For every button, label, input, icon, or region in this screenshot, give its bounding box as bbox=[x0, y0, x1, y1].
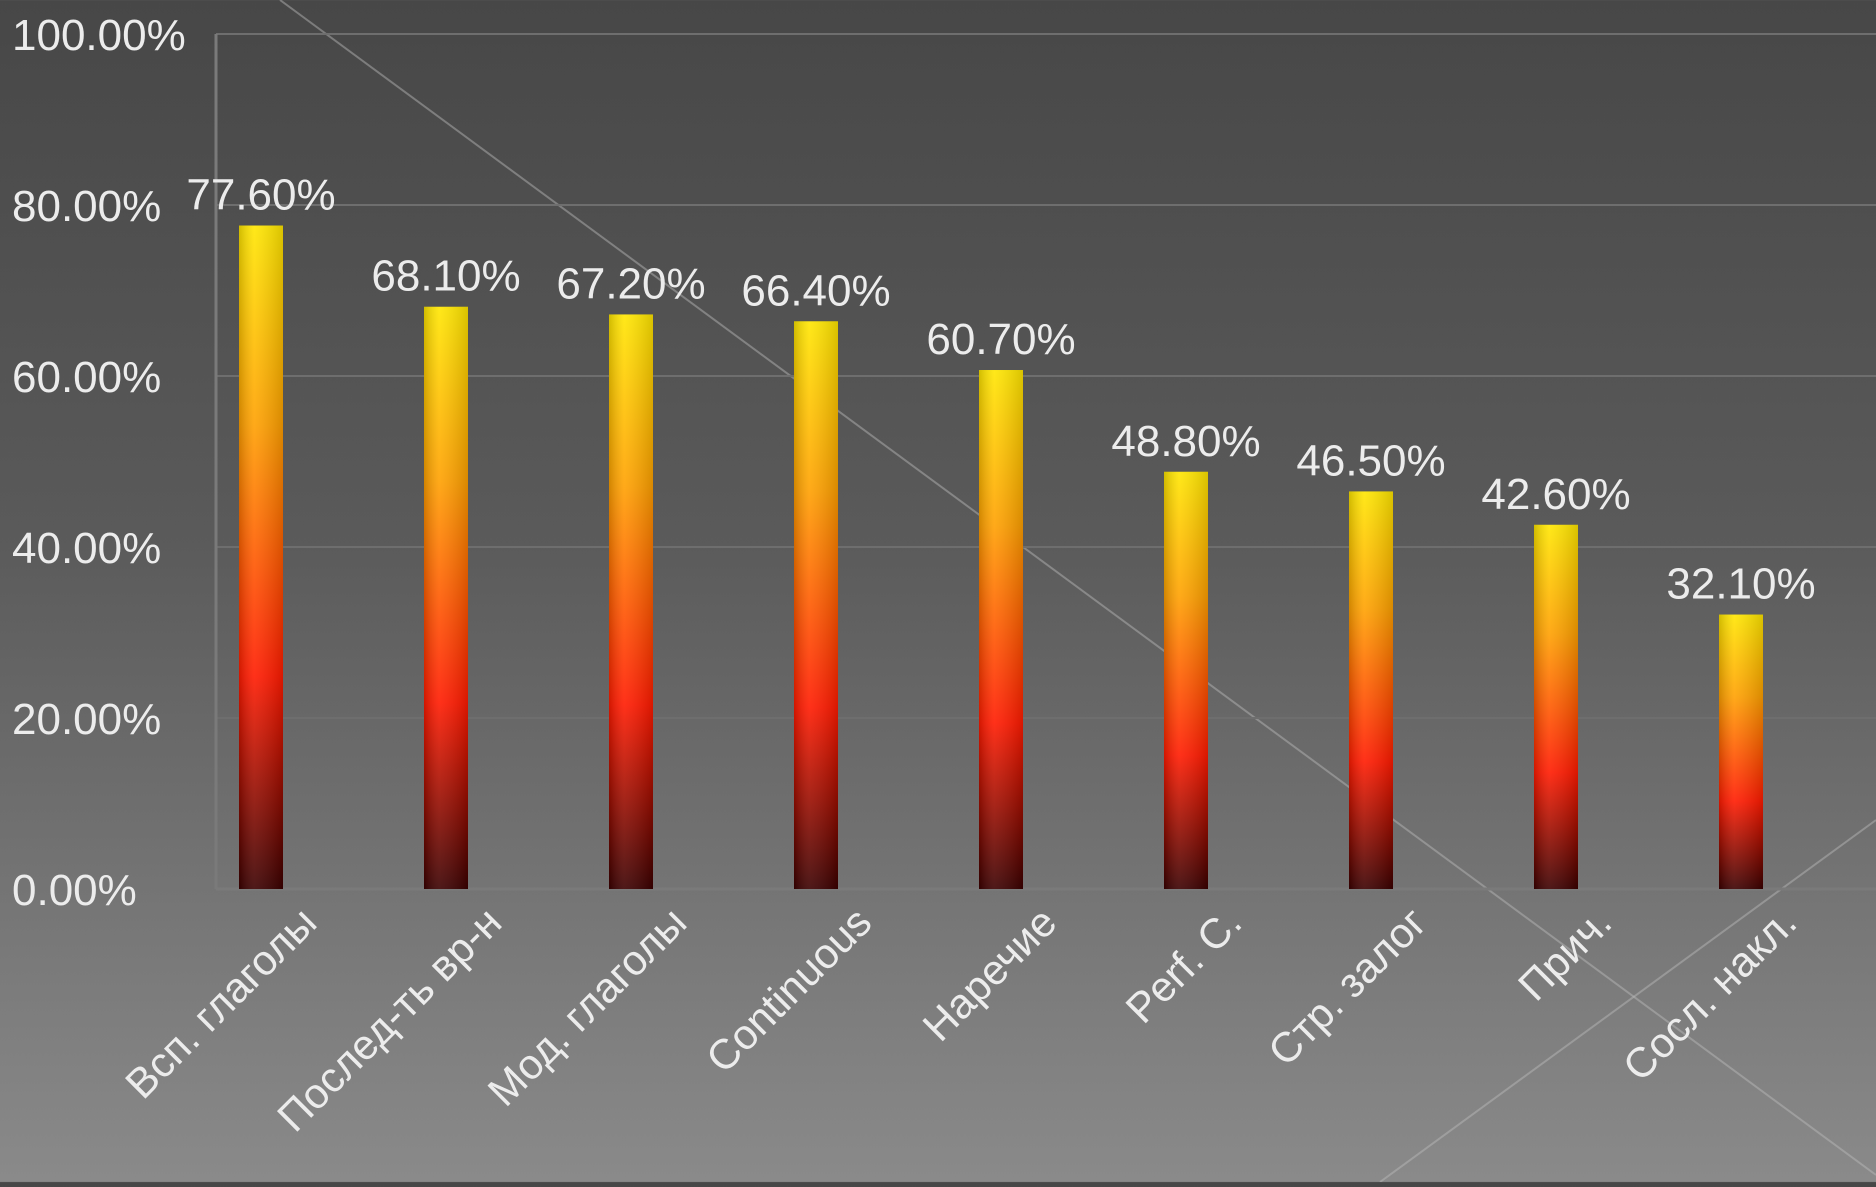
y-tick-label: 60.00% bbox=[12, 353, 161, 402]
bar-shading bbox=[609, 314, 653, 889]
data-labels: 77.60% 68.10% 67.20% 66.40% 60.70% 48.80% 46.5… bbox=[186, 171, 1815, 609]
x-category-label: Всп. глаголы bbox=[116, 898, 325, 1107]
x-category-label: Наречие bbox=[914, 898, 1066, 1050]
data-label: 46.50% bbox=[1296, 436, 1445, 485]
data-label: 68.10% bbox=[371, 252, 520, 301]
x-category-label: Perf. C. bbox=[1116, 898, 1250, 1032]
data-label: 60.70% bbox=[926, 315, 1075, 364]
x-category-label: Мод. глаголы bbox=[479, 898, 696, 1115]
bars bbox=[239, 225, 1763, 889]
bar-shading bbox=[1534, 524, 1578, 889]
y-tick-label: 100.00% bbox=[12, 11, 186, 60]
x-category-label: Continuous bbox=[697, 898, 880, 1081]
y-tick-label: 0.00% bbox=[12, 866, 137, 915]
bar-shading bbox=[424, 306, 468, 889]
background-decoration bbox=[279, 0, 1876, 1183]
bar-shading bbox=[979, 370, 1023, 889]
axes bbox=[214, 34, 1876, 891]
y-axis-tick-labels: 0.00% 20.00% 40.00% 60.00% 80.00% 100.00% bbox=[12, 11, 186, 915]
bar-shading bbox=[1164, 471, 1208, 889]
grid-lines bbox=[216, 33, 1876, 719]
bar-shading bbox=[794, 321, 838, 889]
x-category-label: Стр. залог bbox=[1259, 898, 1435, 1074]
data-label: 66.40% bbox=[741, 266, 890, 315]
bar-shading bbox=[239, 225, 283, 889]
y-tick-label: 80.00% bbox=[12, 182, 161, 231]
data-label: 67.20% bbox=[556, 259, 705, 308]
y-tick-label: 40.00% bbox=[12, 524, 161, 573]
bar-shading bbox=[1349, 491, 1393, 889]
y-tick-label: 20.00% bbox=[12, 695, 161, 744]
bar-shading bbox=[1719, 614, 1763, 889]
x-category-label: Прич. bbox=[1509, 898, 1620, 1009]
data-label: 32.10% bbox=[1666, 560, 1815, 609]
data-label: 42.60% bbox=[1481, 470, 1630, 519]
x-category-label: Сосл. накл. bbox=[1614, 898, 1806, 1090]
data-label: 77.60% bbox=[186, 171, 335, 220]
data-label: 48.80% bbox=[1111, 417, 1260, 466]
